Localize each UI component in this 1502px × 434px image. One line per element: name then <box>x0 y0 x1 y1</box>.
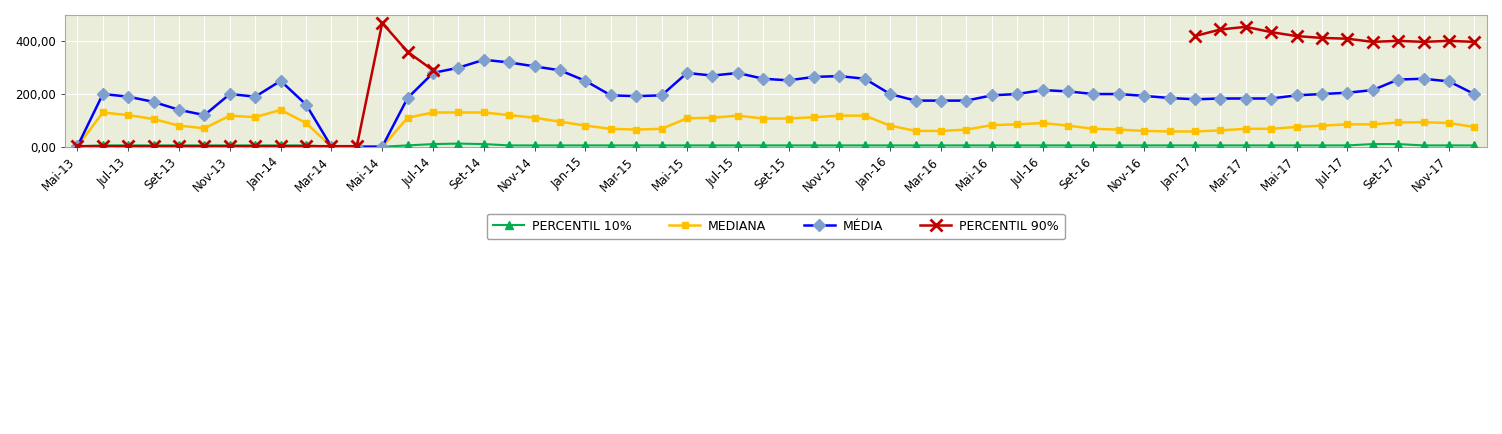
MEDIANA <box>1466 125 1484 130</box>
Legend: PERCENTIL 10%, MEDIANA, MÉDIA, PERCENTIL 90%: PERCENTIL 10%, MEDIANA, MÉDIA, PERCENTIL… <box>487 214 1065 239</box>
MEDIANA <box>907 128 925 134</box>
PERCENTIL 10% <box>449 141 467 146</box>
PERCENTIL 10% <box>1033 143 1051 148</box>
PERCENTIL 10% <box>93 143 111 148</box>
PERCENTIL 10% <box>1187 143 1205 148</box>
Line: PERCENTIL 90%: PERCENTIL 90% <box>72 17 1479 152</box>
PERCENTIL 10% <box>628 143 646 148</box>
MÉDIA <box>93 92 111 97</box>
MÉDIA <box>69 144 87 149</box>
MEDIANA <box>628 127 646 132</box>
PERCENTIL 10% <box>323 144 341 149</box>
PERCENTIL 10% <box>982 143 1000 148</box>
PERCENTIL 90% <box>1466 39 1484 44</box>
Line: PERCENTIL 10%: PERCENTIL 10% <box>74 139 1478 151</box>
Line: MÉDIA: MÉDIA <box>74 56 1478 151</box>
MÉDIA <box>1466 92 1484 97</box>
MEDIANA <box>1033 120 1051 125</box>
MEDIANA <box>1187 129 1205 134</box>
MÉDIA <box>475 57 493 62</box>
PERCENTIL 90% <box>93 144 111 149</box>
MÉDIA <box>323 144 341 149</box>
MÉDIA <box>982 93 1000 98</box>
PERCENTIL 90% <box>69 144 87 149</box>
MEDIANA <box>982 122 1000 128</box>
MÉDIA <box>907 98 925 103</box>
MEDIANA <box>69 144 87 149</box>
MÉDIA <box>1033 88 1051 93</box>
MÉDIA <box>1187 97 1205 102</box>
PERCENTIL 10% <box>69 144 87 149</box>
MEDIANA <box>93 110 111 115</box>
MEDIANA <box>323 144 341 149</box>
PERCENTIL 10% <box>1466 143 1484 148</box>
MÉDIA <box>628 94 646 99</box>
Line: MEDIANA: MEDIANA <box>74 106 1478 150</box>
MEDIANA <box>272 107 290 112</box>
PERCENTIL 10% <box>907 143 925 148</box>
